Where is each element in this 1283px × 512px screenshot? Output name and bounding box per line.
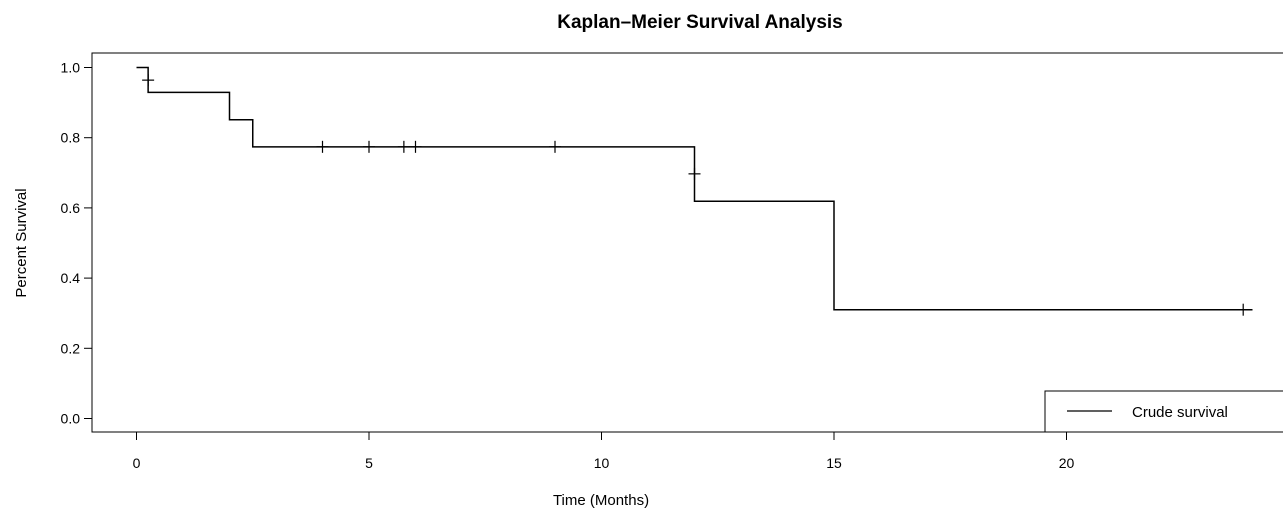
x-tick-label: 20 [1059,455,1075,471]
y-tick-label: 0.2 [61,340,81,356]
legend-label-crude-survival: Crude survival [1132,404,1228,421]
y-tick-label: 1.0 [61,60,81,76]
x-axis: 0 5 10 15 20 [133,432,1075,471]
y-tick-label: 0.6 [61,200,81,216]
x-tick-label: 0 [133,455,141,471]
y-axis: 0.0 0.2 0.4 0.6 0.8 1.0 [61,60,92,427]
legend: Crude survival [1044,390,1283,433]
plot-frame [91,52,1283,433]
x-tick-label: 15 [826,455,842,471]
x-tick-label: 5 [365,455,373,471]
y-tick-label: 0.4 [61,270,81,286]
y-tick-label: 0.8 [61,130,81,146]
y-tick-label: 0.0 [61,411,81,427]
series-layer [136,66,1253,316]
survival-curve-crude-survival [136,66,1253,311]
x-tick-label: 10 [594,455,610,471]
y-axis-label: Percent Survival [13,188,30,297]
chart-title: Kaplan–Meier Survival Analysis [557,12,842,33]
x-axis-label: Time (Months) [553,492,649,509]
